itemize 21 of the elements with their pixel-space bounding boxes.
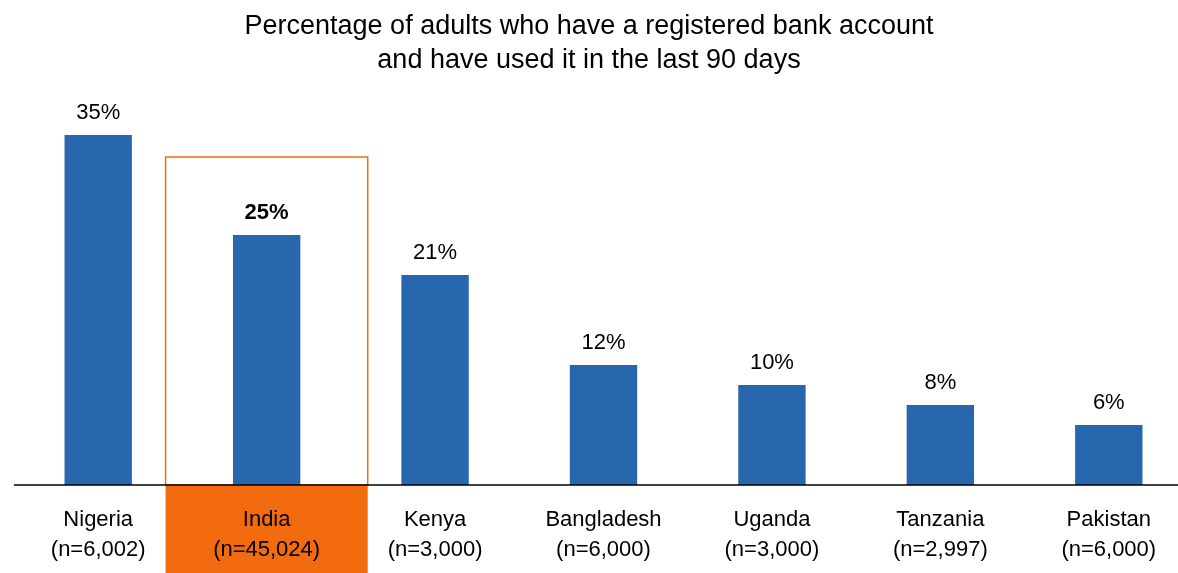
x-tick-label: India (n=45,024): [213, 506, 321, 561]
x-tick-label: Uganda (n=3,000): [724, 506, 820, 561]
data-label: 6%: [1092, 389, 1125, 414]
bar: [1075, 425, 1143, 485]
x-tick-label: Bangladesh (n=6,000): [545, 506, 662, 561]
x-tick-label: Nigeria (n=6,002): [50, 506, 146, 561]
data-label: 8%: [924, 369, 957, 394]
x-tick-label: Kenya (n=3,000): [387, 506, 483, 561]
data-label: 10%: [749, 349, 794, 374]
x-tick-label: Pakistan (n=6,000): [1061, 506, 1157, 561]
bar: [401, 275, 469, 485]
x-tick-label: Tanzania (n=2,997): [892, 506, 988, 561]
bar: [64, 135, 132, 485]
data-label: 35%: [76, 99, 121, 124]
data-label: 25%: [244, 199, 289, 224]
bar: [738, 385, 806, 485]
data-label: 21%: [413, 239, 458, 264]
data-label: 12%: [581, 329, 626, 354]
chart-title: Percentage of adults who have a registered bank account and have used it in the last 90 days: [244, 10, 934, 74]
bar: [569, 365, 638, 485]
bar: [906, 405, 975, 485]
